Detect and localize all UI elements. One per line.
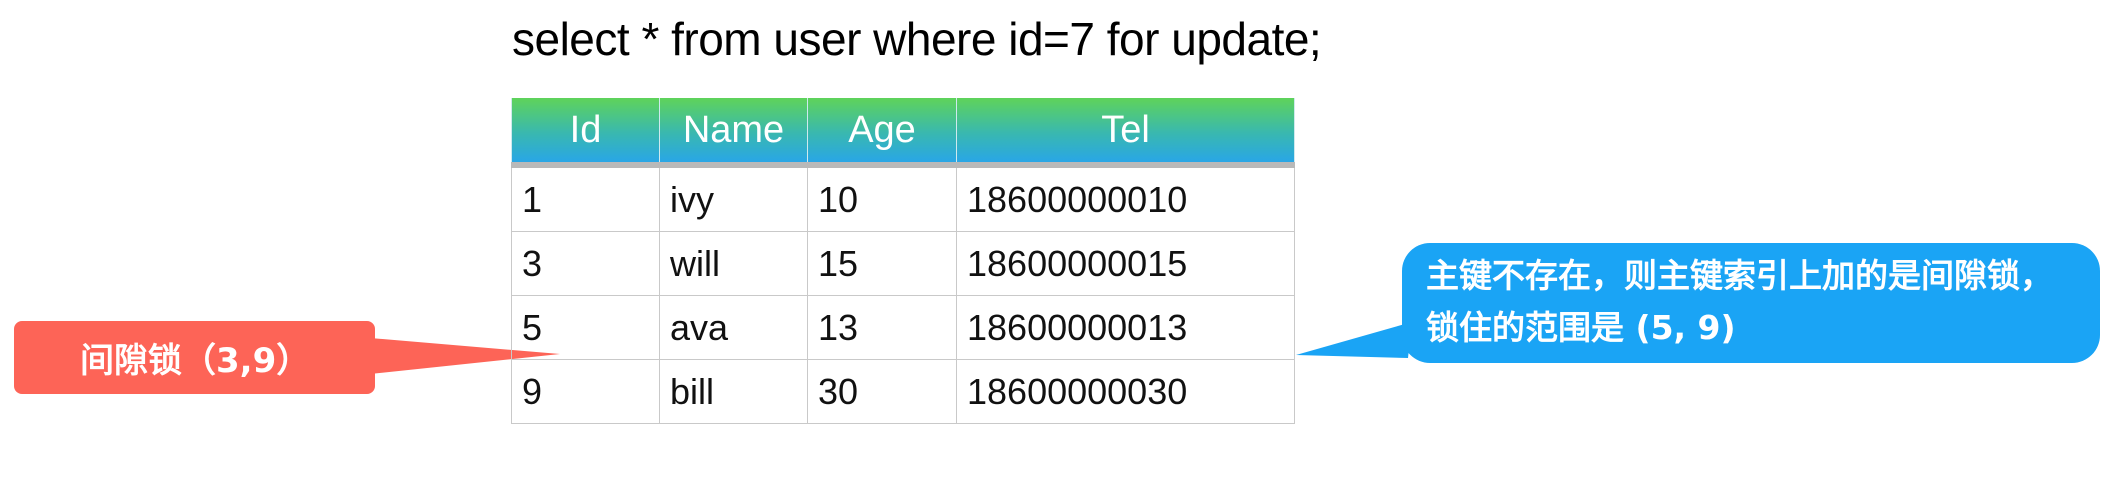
header-name: Name: [659, 98, 808, 168]
cell-tel: 18600000015: [956, 231, 1295, 296]
explanation-callout: 主键不存在，则主键索引上加的是间隙锁，锁住的范围是 (5, 9): [1402, 243, 2100, 363]
sql-statement: select * from user where id=7 for update…: [512, 13, 1322, 65]
cell-name: ava: [659, 295, 808, 360]
header-tel: Tel: [956, 98, 1295, 168]
cell-age: 13: [807, 295, 957, 360]
table-header-row: Id Name Age Tel: [511, 98, 1295, 168]
gap-lock-callout: 间隙锁（3,9）: [14, 321, 375, 394]
table-row: 1 ivy 10 18600000010: [511, 164, 1295, 232]
cell-name: bill: [659, 359, 808, 424]
red-callout-pointer: [370, 338, 560, 374]
cell-age: 30: [807, 359, 957, 424]
cell-tel: 18600000010: [956, 164, 1295, 232]
cell-id: 9: [511, 359, 660, 424]
cell-id: 3: [511, 231, 660, 296]
table-row: 5 ava 13 18600000013: [511, 295, 1295, 360]
header-id: Id: [511, 98, 660, 168]
cell-age: 15: [807, 231, 957, 296]
cell-id: 5: [511, 295, 660, 360]
table-row: 3 will 15 18600000015: [511, 231, 1295, 296]
header-age: Age: [807, 98, 957, 168]
user-table: Id Name Age Tel 1 ivy 10 18600000010 3 w…: [511, 98, 1295, 424]
cell-age: 10: [807, 164, 957, 232]
cell-tel: 18600000030: [956, 359, 1295, 424]
cell-id: 1: [511, 164, 660, 232]
cell-tel: 18600000013: [956, 295, 1295, 360]
table-row: 9 bill 30 18600000030: [511, 359, 1295, 424]
cell-name: ivy: [659, 164, 808, 232]
cell-name: will: [659, 231, 808, 296]
blue-callout-pointer: [1296, 322, 1412, 358]
